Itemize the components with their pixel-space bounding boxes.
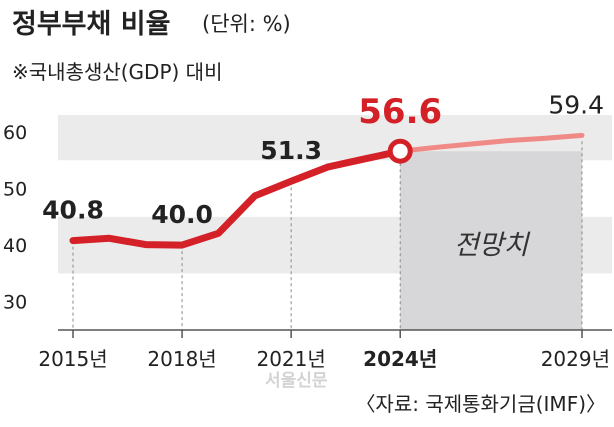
x-tick-label: 2015년: [38, 347, 107, 371]
y-tick-label: 30: [3, 292, 27, 314]
data-label: 40.0: [151, 200, 213, 229]
series-line-projected: [397, 132, 585, 154]
x-tick-label: 2021년: [256, 347, 325, 371]
data-label: 59.4: [548, 90, 604, 119]
y-tick-label: 50: [3, 179, 27, 201]
chart-title: 정부부채 비율: [12, 9, 170, 40]
y-tick-label: 60: [3, 122, 27, 144]
y-tick-label: 40: [3, 235, 27, 257]
watermark: 서울신문: [265, 371, 328, 391]
x-tick-label: 2024년: [363, 347, 437, 371]
unit-label: (단위: %): [202, 12, 291, 36]
x-tick-label: 2018년: [147, 347, 216, 371]
data-label: 56.6: [358, 92, 442, 132]
current-point-marker: [387, 138, 413, 164]
y-axis: 30 40 50 60: [3, 122, 27, 314]
data-label: 51.3: [260, 136, 322, 165]
x-tick-label: 2029년: [541, 347, 610, 371]
projection-shade: [400, 151, 582, 330]
data-labels: 40.8 40.0 51.3 56.6 59.4: [42, 90, 604, 229]
source-note: 〈자료: 국제통화기금(IMF)〉: [355, 392, 606, 416]
projection-label: 전망치: [454, 230, 531, 261]
series-line-actual: [69, 147, 404, 249]
guide-lines: [72, 141, 583, 330]
x-axis: 2015년 2018년 2021년 2024년 2029년: [38, 330, 610, 371]
data-label: 40.8: [42, 196, 104, 225]
chart-subtitle: ※국내총생산(GDP) 대비: [12, 60, 222, 84]
